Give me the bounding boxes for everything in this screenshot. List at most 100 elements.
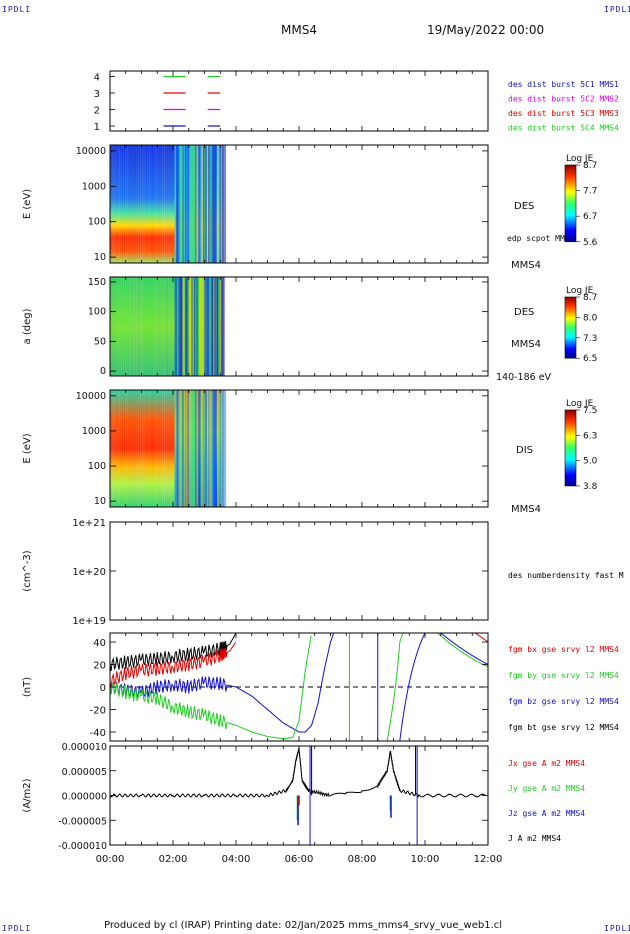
des-energy-colorbar-tick-label: 5.6 <box>583 238 598 248</box>
availability-y-tick-label: 1 <box>94 122 100 133</box>
availability-y-tick-label: 3 <box>94 89 100 100</box>
density-y-tick-label: 1e+19 <box>72 616 106 627</box>
x-tick-label: 08:00 <box>348 854 377 865</box>
fgm-y-tick-label: -20 <box>90 706 106 717</box>
des-pitch-spectrogram-stripe <box>144 277 146 376</box>
density-y-tick-label: 1e+20 <box>72 567 106 578</box>
density-y-tick-label: 1e+21 <box>72 518 106 529</box>
des-pitch-spectrogram-region-early <box>110 277 175 376</box>
current-y-tick-label: -0.000005 <box>58 816 107 827</box>
des-pitch-spectrogram-stripe <box>206 277 209 376</box>
des-energy-spectrogram-stripe <box>122 145 125 263</box>
des-energy-y-tick-label: 100 <box>88 217 106 228</box>
availability-legend-entry: des dist burst 5C2 MMS2 <box>508 95 619 104</box>
des-pitch-spectrogram-stripe <box>137 277 140 376</box>
des-pitch-spectrogram-stripe <box>163 277 166 376</box>
dis-energy-spectrogram-stripe <box>129 390 131 507</box>
des-energy-spectrogram-stripe <box>131 145 133 263</box>
des-energy-side-label: DES <box>514 201 534 212</box>
des-pitch-spectrogram-stripe <box>207 277 211 376</box>
dis-energy-spectrogram-stripe <box>144 390 146 507</box>
dis-energy-spectrogram-stripe <box>110 390 112 507</box>
des-pitch-spectrogram-stripe <box>159 277 161 376</box>
des-energy-colorbar <box>564 164 577 243</box>
des-energy-spectrogram-stripe <box>120 145 122 263</box>
des-energy-spectrogram-stripe <box>187 145 190 263</box>
dis-energy-spectrogram-stripe <box>177 390 179 507</box>
dis-energy-spectrogram-stripe <box>161 390 163 507</box>
corner-label-bottom-right: IPDLI <box>604 924 630 933</box>
dis-energy-spectrogram-stripe <box>216 390 220 507</box>
des-pitch-colorbar-tick-label: 6.5 <box>583 354 597 364</box>
des-energy-spectrogram-stripe <box>206 145 210 263</box>
des-pitch-spectrogram-stripe <box>120 277 122 376</box>
des-energy-spectrogram-stripe <box>133 145 135 263</box>
fgm-legend-entry: fgm bt gse srvy l2 MMS4 <box>508 723 619 732</box>
dis-energy-spectrogram-stripe <box>157 390 159 507</box>
dis-energy-spectrogram-stripe <box>131 390 133 507</box>
des-energy-spectrogram-stripe <box>135 145 138 263</box>
des-pitch-colorbar-title: Log JE <box>566 286 594 296</box>
dis-energy-spectrogram-stripe <box>196 390 199 507</box>
des-energy-spectrogram-stripe <box>142 145 144 263</box>
dis-energy-spectrogram-stripe <box>182 390 185 507</box>
current-y-tick-label: 0.000010 <box>62 742 107 753</box>
des-energy-spectrogram-stripe <box>110 145 112 263</box>
des-energy-spectrogram-stripe <box>198 145 202 263</box>
dis-energy-y-tick-label: 10000 <box>76 391 106 402</box>
des-pitch-spectrogram-stripe <box>157 277 159 376</box>
des-energy-y-tick-label: 10000 <box>76 146 106 157</box>
des-pitch-spectrogram-stripe <box>133 277 135 376</box>
fgm-ylabel: (nT) <box>22 677 33 697</box>
des-energy-spectrogram-stripe <box>153 145 155 263</box>
dis-energy-y-tick-label: 100 <box>88 461 106 472</box>
des-pitch-spectrogram-stripe <box>146 277 148 376</box>
fgm-legend-entry: fgm bz gse srvy l2 MMS4 <box>508 697 619 706</box>
date-title: 19/May/2022 00:00 <box>427 23 545 37</box>
spacecraft-title: MMS4 <box>281 23 317 37</box>
fgm-legend-entry: fgm bx gse srvy l2 MMS4 <box>508 645 619 654</box>
des-energy-spectrogram-stripe <box>146 145 148 263</box>
des-pitch-spectrogram-stripe <box>125 277 127 376</box>
dis-energy-spectrogram-stripe <box>114 390 116 507</box>
des-pitch-spectrogram-stripe <box>165 277 168 376</box>
des-pitch-spectrogram-stripe <box>215 277 219 376</box>
footer-credit: Produced by cl (IRAP) Printing date: 02/… <box>104 920 503 931</box>
des-pitch-colorbar-tick-label: 8.0 <box>583 313 598 323</box>
dis-energy-spectrogram-stripe <box>127 390 129 507</box>
des-energy-spectrogram-stripe <box>182 145 185 263</box>
des-energy-spectrogram-stripe <box>144 145 146 263</box>
des-energy-spectrogram-stripe <box>195 145 197 263</box>
dis-energy-spectrogram-stripe <box>140 390 142 507</box>
x-tick-label: 06:00 <box>285 854 314 865</box>
des-energy-y-tick-label: 1000 <box>82 181 106 192</box>
dis-energy-spectrogram-stripe <box>142 390 144 507</box>
des-pitch-y-tick-label: 100 <box>88 307 106 318</box>
current-legend-entry: Jx gse A m2 MMS4 <box>508 759 585 768</box>
dis-energy-spectrogram-stripe <box>165 390 168 507</box>
des-energy-ylabel: E (eV) <box>22 189 33 219</box>
current-series-line <box>109 747 486 798</box>
des-pitch-spectrogram-stripe <box>186 277 188 376</box>
des-pitch-spectrogram-stripe <box>153 277 155 376</box>
des-pitch-spectrogram-stripe <box>214 277 216 376</box>
des-energy-y-tick-label: 10 <box>94 252 106 263</box>
fgm-legend-entry: fgm by gse srvy l2 MMS4 <box>508 671 619 680</box>
des-energy-spectrogram-stripe <box>157 145 159 263</box>
dis-energy-spectrogram-stripe <box>137 390 140 507</box>
dis-energy-spectrogram-stripe <box>148 390 150 507</box>
des-pitch-side-label: DES <box>514 307 534 318</box>
des-pitch-spectrogram-stripe <box>222 277 224 376</box>
dis-energy-spectrogram-stripe <box>155 390 157 507</box>
fgm-y-tick-label: 40 <box>93 638 106 649</box>
fgm-series-line <box>109 635 312 740</box>
des-energy-spectrogram-stripe <box>214 145 217 263</box>
dis-energy-spectrogram-stripe <box>213 390 215 507</box>
des-energy-spectrogram-stripe <box>165 145 168 263</box>
des-pitch-spectrogram-stripe <box>170 277 172 376</box>
des-pitch-y-tick-label: 150 <box>88 277 106 288</box>
des-pitch-y-tick-label: 0 <box>100 366 106 377</box>
dis-energy-colorbar <box>564 409 577 487</box>
des-energy-colorbar-tick-label: 6.7 <box>583 212 597 222</box>
dis-energy-colorbar-tick-label: 7.5 <box>583 406 597 416</box>
